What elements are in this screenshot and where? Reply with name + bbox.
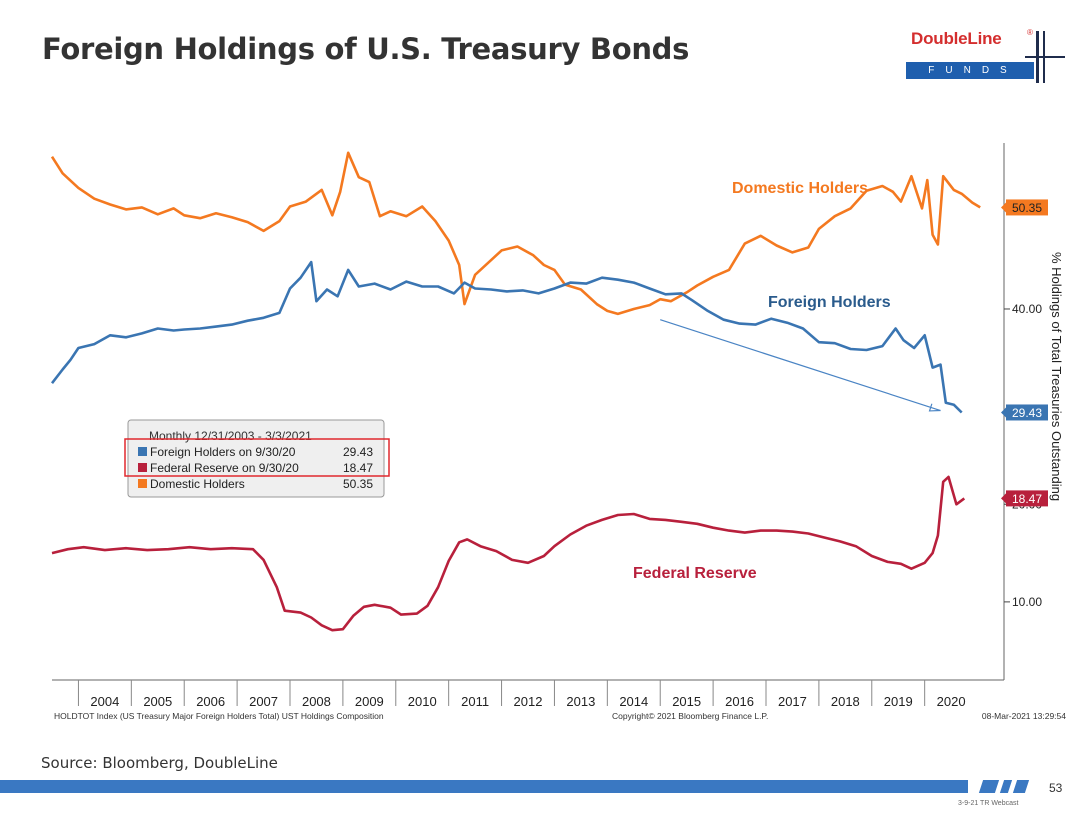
series-line-federal [51,475,966,632]
x-tick-label: 2018 [831,694,860,709]
chart-legend: Monthly 12/31/2003 - 3/3/2021 Foreign Ho… [124,419,390,498]
x-tick-label: 2011 [461,694,489,709]
legend-header: Monthly 12/31/2003 - 3/3/2021 [149,429,312,443]
value-tag-federal [1006,490,1048,507]
legend-highlight [124,438,390,477]
value-tag-pointer-federal [1001,493,1006,504]
value-tag-label-domestic: 50.35 [1012,201,1042,215]
y-tick-label: 10.00 [1012,595,1042,609]
last-value-tags: 50.35 29.43 18.47 [1001,199,1048,507]
footer-band [0,780,968,793]
x-tick-label: 2015 [672,694,701,709]
annotation-foreign-holders: Foreign Holders [768,294,891,311]
x-tick-label: 2014 [619,694,648,709]
logo-registered-mark: ® [1027,28,1033,37]
logo-name: DoubleLine [911,29,1002,48]
x-tick-label: 2013 [566,694,595,709]
x-tick-label: 2006 [196,694,225,709]
footer-block-3 [1012,780,1030,793]
x-axis: 2004 2005 2006 2007 2008 2009 2010 2011 2012 2013… [77,680,966,709]
annotation-federal-reserve: Federal Reserve [633,565,757,582]
legend-swatch-foreign [138,447,147,456]
page-number: 53 [1049,781,1063,795]
logo-funds-text: FUNDS [928,65,1018,76]
chart-footer-index: HOLDTOT Index (US Treasury Major Foreign… [54,711,384,721]
x-tick-label: 2009 [355,694,384,709]
webcast-label: 3-9-21 TR Webcast [958,800,1019,807]
footer-block-2 [999,780,1013,793]
legend-swatch-federal [138,463,147,472]
legend-value-domestic: 50.35 [343,477,373,491]
value-tag-foreign [1006,404,1048,421]
x-tick-label: 2007 [249,694,278,709]
x-tick-label: 2004 [90,694,119,709]
x-tick-label: 2016 [725,694,754,709]
legend-value-federal: 18.47 [343,461,373,475]
x-tick-label: 2017 [778,694,807,709]
legend-label-domestic: Domestic Holders [150,477,245,491]
y-axis-title: % Holdings of Total Treasuries Outstandi… [1049,252,1064,501]
y-tick-label: 40.00 [1012,302,1042,316]
x-tick-label: 2008 [302,694,331,709]
annotation-domestic-holders: Domestic Holders [732,180,868,197]
x-tick-label: 2005 [143,694,172,709]
x-tick-label: 2019 [884,694,913,709]
x-tick-label: 2012 [514,694,543,709]
slide-title: Foreign Holdings of U.S. Treasury Bonds [42,32,690,66]
footer-block-1 [978,780,1000,793]
doubleline-logo: DoubleLine ® FUNDS [903,25,1069,87]
x-tick-label: 2020 [937,694,966,709]
chart-footer-copyright: Copyright© 2021 Bloomberg Finance L.P. [612,711,768,721]
logo-funds-bar: FUNDS [906,62,1034,79]
trend-arrow-layer [660,319,941,412]
value-tag-pointer-foreign [1001,407,1006,418]
series-annotations: Domestic Holders Foreign Holders Federal… [633,180,891,582]
series-layer [50,151,981,632]
logo-rule-h [1025,56,1065,58]
x-tick-label: 2010 [408,694,437,709]
holdings-chart: 2004 2005 2006 2007 2008 2009 2010 2011 2012 2013… [50,143,1066,721]
legend-swatch-domestic [138,479,147,488]
value-tag-label-federal: 18.47 [1012,492,1042,506]
series-line-domestic [50,151,981,316]
trend-arrow-shaft [660,319,941,412]
chart-footer-timestamp: 08-Mar-2021 13:29:54 [982,711,1066,721]
legend-label-foreign: Foreign Holders on 9/30/20 [150,445,296,459]
value-tag-pointer-domestic [1001,202,1006,213]
trend-arrow-head [928,403,941,412]
legend-label-federal: Federal Reserve on 9/30/20 [150,461,299,475]
value-tag-domestic [1006,199,1048,216]
series-line-foreign [50,260,963,414]
legend-value-foreign: 29.43 [343,445,373,459]
source-note: Source: Bloomberg, DoubleLine [41,754,278,772]
value-tag-label-foreign: 29.43 [1012,406,1042,420]
